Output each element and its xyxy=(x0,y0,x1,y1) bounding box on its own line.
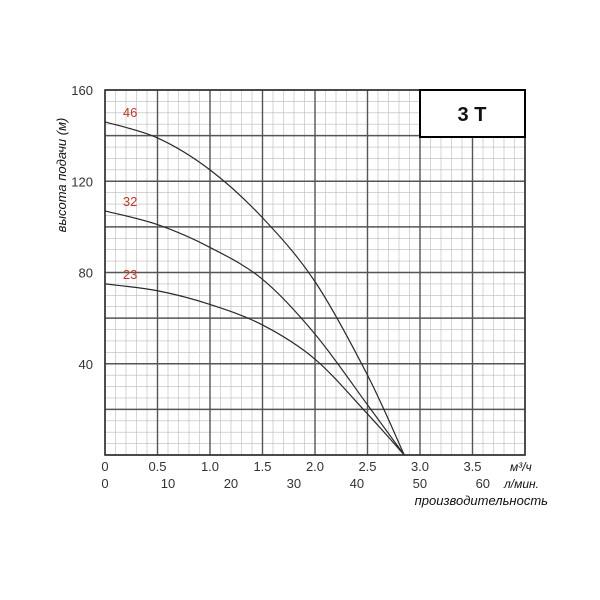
x2-tick-label: 10 xyxy=(161,476,175,491)
x2-tick-labels: 0 10 20 30 40 50 60 xyxy=(101,476,490,491)
x-tick-label: 1.5 xyxy=(253,459,271,474)
x-tick-label: 0 xyxy=(101,459,108,474)
x2-tick-label: 60 xyxy=(476,476,490,491)
x2-tick-label: 20 xyxy=(224,476,238,491)
y-tick-label: 40 xyxy=(79,357,93,372)
curves xyxy=(104,121,405,456)
plot-border xyxy=(104,89,526,456)
x-tick-label: 3.0 xyxy=(411,459,429,474)
x2-tick-label: 0 xyxy=(101,476,108,491)
y-tick-label: 120 xyxy=(71,174,93,189)
curve-label-32: 32 xyxy=(123,194,137,209)
title-box-frame xyxy=(419,89,526,138)
grid-major-lines xyxy=(104,89,526,456)
x-axis-title: производительность xyxy=(415,493,549,508)
x-tick-label: 0.5 xyxy=(148,459,166,474)
y-tick-label: 80 xyxy=(79,266,93,281)
x2-tick-label: 50 xyxy=(413,476,427,491)
curve-32 xyxy=(104,210,405,456)
curve-label-46: 46 xyxy=(123,105,137,120)
x2-tick-label: 40 xyxy=(350,476,364,491)
curve-label-23: 23 xyxy=(123,267,137,282)
curve-labels: 46 32 23 xyxy=(123,105,137,282)
x-tick-labels: 0 0.5 1.0 1.5 2.0 2.5 3.0 3.5 xyxy=(101,459,481,474)
y-tick-labels: 40 80 120 160 xyxy=(71,83,93,372)
curve-23 xyxy=(104,283,405,456)
x2-tick-label: 30 xyxy=(287,476,301,491)
y-tick-label: 160 xyxy=(71,83,93,98)
y-axis-title: высота подачи (м) xyxy=(54,118,69,233)
curve-46 xyxy=(104,121,405,456)
x-tick-label: 2.0 xyxy=(306,459,324,474)
x-axis-unit: м³/ч xyxy=(510,460,532,474)
title-box: 3 T xyxy=(419,89,526,138)
x-tick-label: 1.0 xyxy=(201,459,219,474)
chart-title: 3 T xyxy=(458,104,487,126)
x-tick-label: 2.5 xyxy=(358,459,376,474)
x-tick-label: 3.5 xyxy=(463,459,481,474)
x2-axis-unit: л/мин. xyxy=(503,477,539,491)
